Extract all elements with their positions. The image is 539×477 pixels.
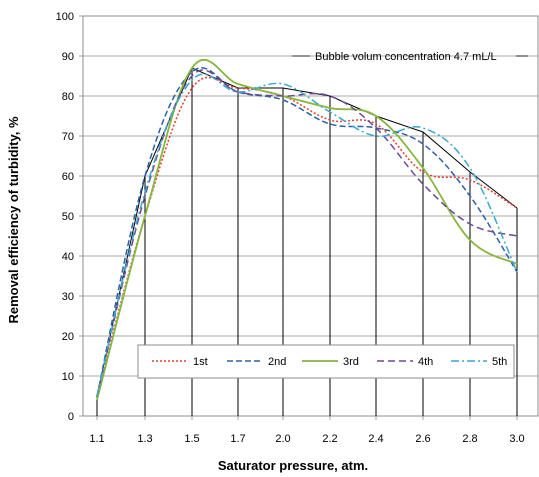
y-tick-label: 100 — [56, 11, 74, 23]
legend-label-5th: 5th — [492, 356, 507, 368]
y-tick-label: 30 — [62, 291, 74, 303]
series-5th-line — [96, 73, 518, 397]
annotation-text: Bubble volum concentration 4.7 mL/L — [315, 51, 497, 63]
x-tick-label: 1.7 — [230, 433, 245, 445]
x-tick-label: 3.0 — [509, 433, 524, 445]
series-2nd-line — [96, 67, 518, 397]
legend-label-2nd: 2nd — [268, 356, 286, 368]
x-axis-title: Saturator pressure, atm. — [218, 458, 368, 473]
x-tick-label: 2.8 — [462, 433, 477, 445]
y-tick-label: 60 — [62, 171, 74, 183]
x-tick-label: 1.5 — [184, 433, 199, 445]
x-tick-label: 2.6 — [415, 433, 430, 445]
y-tick-label: 50 — [62, 211, 74, 223]
y-tick-label: 80 — [62, 91, 74, 103]
y-tick-label: 20 — [62, 331, 74, 343]
x-tick-label: 2.4 — [368, 433, 383, 445]
x-axis-ticks: 1.1 1.3 1.5 1.7 2.0 2.2 2.4 2.6 2.8 3.0 — [89, 416, 525, 445]
y-tick-label: 70 — [62, 131, 74, 143]
x-tick-label: 2.0 — [275, 433, 290, 445]
y-axis-ticks: 0 10 20 30 40 50 60 70 80 90 100 — [56, 11, 83, 423]
y-tick-label: 10 — [62, 371, 74, 383]
y-axis-title: Removal efficiency of turbidity, % — [6, 116, 21, 324]
legend-label-3rd: 3rd — [343, 356, 359, 368]
legend-label-4th: 4th — [418, 356, 433, 368]
legend-label-1st: 1st — [193, 356, 208, 368]
x-tick-label: 1.1 — [89, 433, 104, 445]
series-4th-line — [96, 69, 518, 397]
series-lines — [96, 59, 518, 401]
x-tick-label: 1.3 — [137, 433, 152, 445]
legend: 1st 2nd 3rd 4th 5th — [137, 344, 515, 379]
y-tick-label: 0 — [68, 411, 74, 423]
x-tick-label: 2.2 — [322, 433, 337, 445]
y-tick-label: 40 — [62, 251, 74, 263]
legend-items: 1st 2nd 3rd 4th 5th — [152, 356, 507, 368]
y-tick-label: 90 — [62, 51, 74, 63]
